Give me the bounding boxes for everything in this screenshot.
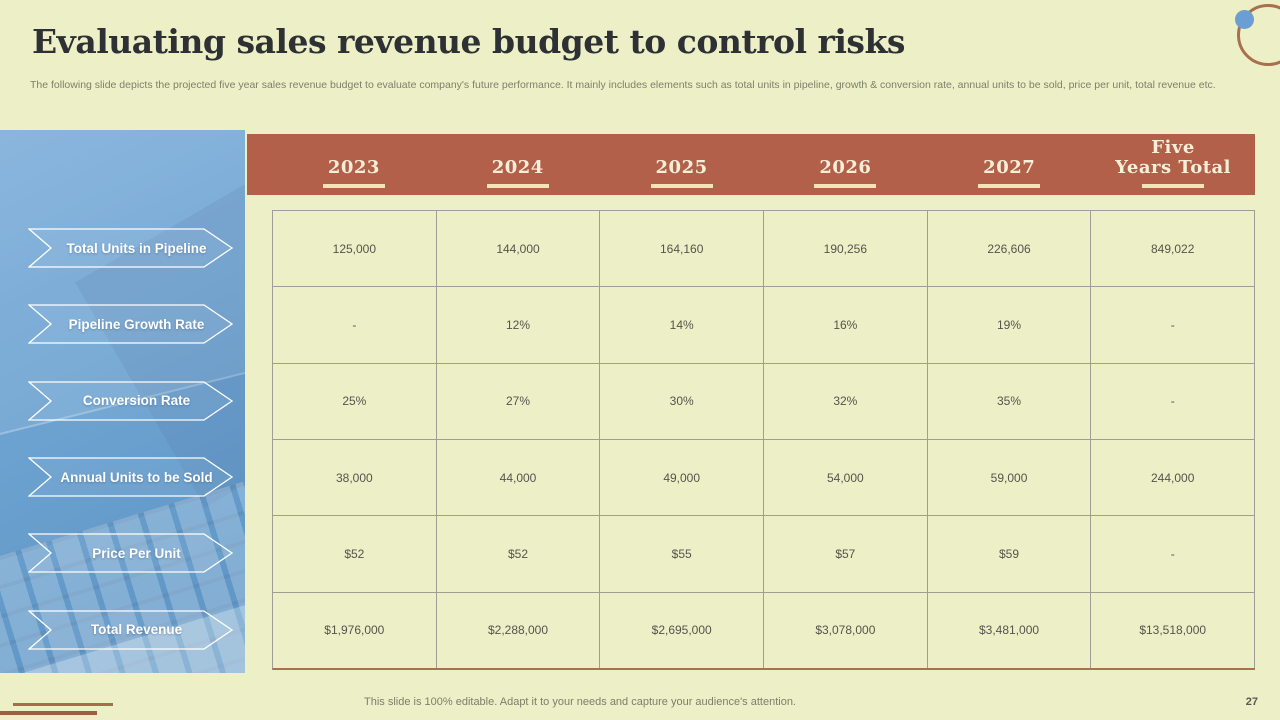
table-cell: 849,022 xyxy=(1091,210,1256,287)
table-cell: 59,000 xyxy=(927,438,1092,516)
dot-decoration xyxy=(1235,10,1254,29)
sidebar-row-label: Conversion Rate xyxy=(28,381,233,421)
table-cell: 164,160 xyxy=(600,210,765,287)
table-cell: 32% xyxy=(764,362,928,439)
budget-table: 125,000 144,000 164,160 190,256 226,606 … xyxy=(272,210,1256,670)
column-header-text: 2023 xyxy=(327,157,380,179)
table-row: - 12% 14% 16% 19% - xyxy=(273,286,1256,363)
chevron-banner-icon xyxy=(28,228,233,268)
chevron-banner-icon xyxy=(28,533,233,574)
table-cell: $59 xyxy=(927,515,1092,592)
table-header-row: 2023 2024 2025 2026 2027 Five Years Total xyxy=(247,134,1255,195)
table-column-header: 2025 xyxy=(600,134,764,195)
sidebar-row-label-text: Total Revenue xyxy=(90,622,183,638)
table-column-header: 2024 xyxy=(436,134,600,195)
sidebar-row-label-text: Annual Units to be Sold xyxy=(60,469,213,485)
sidebar-row-label: Total Revenue xyxy=(28,610,233,650)
table-cell: 12% xyxy=(436,286,601,363)
sidebar-row-label: Pipeline Growth Rate xyxy=(28,304,233,345)
table-cell: - xyxy=(273,286,437,363)
table-column-header: 2023 xyxy=(272,134,436,195)
table-cell: - xyxy=(1091,362,1256,439)
table-cell: $52 xyxy=(436,515,601,592)
page-number: 27 xyxy=(1245,696,1258,708)
table-cell: $3,078,000 xyxy=(764,591,928,668)
sidebar-row-label: Annual Units to be Sold xyxy=(28,457,233,497)
table-cell: $2,695,000 xyxy=(600,591,765,668)
sidebar-row-label-text: Conversion Rate xyxy=(82,393,191,409)
table-cell: - xyxy=(1091,515,1256,592)
table-cell: 54,000 xyxy=(764,438,928,516)
table-column-header: 2026 xyxy=(763,134,927,195)
column-header-text: 2027 xyxy=(983,157,1036,179)
table-cell: $13,518,000 xyxy=(1091,591,1256,668)
sidebar-laptop-image: Total Units in Pipeline Pipeline Growth … xyxy=(0,130,245,673)
table-row: $1,976,000 $2,288,000 $2,695,000 $3,078,… xyxy=(273,591,1256,668)
table-cell: 144,000 xyxy=(436,210,601,287)
chevron-banner-icon xyxy=(28,381,233,421)
column-header-underline xyxy=(814,184,877,188)
slide-subtitle: The following slide depicts the projecte… xyxy=(30,79,1216,91)
chevron-banner-icon xyxy=(28,610,233,650)
table-cell: - xyxy=(1091,286,1256,363)
table-cell: 19% xyxy=(927,286,1092,363)
table-cell: 35% xyxy=(927,362,1092,439)
sidebar-row-label-text: Pipeline Growth Rate xyxy=(68,316,205,332)
table-column-header: Five Years Total xyxy=(1091,134,1255,195)
table-row: 38,000 44,000 49,000 54,000 59,000 244,0… xyxy=(273,438,1256,516)
sidebar-row-label-text: Price Per Unit xyxy=(92,545,181,561)
table-cell: 244,000 xyxy=(1091,438,1256,516)
bottom-accent-line-2 xyxy=(0,711,97,715)
table-cell: $57 xyxy=(764,515,928,592)
column-header-text: 2025 xyxy=(655,157,708,179)
table-cell: $55 xyxy=(600,515,765,592)
column-header-text: 2026 xyxy=(819,157,872,179)
table-cell: $52 xyxy=(273,515,437,592)
column-header-underline xyxy=(978,184,1041,188)
table-cell: 16% xyxy=(764,286,928,363)
table-row: 125,000 144,000 164,160 190,256 226,606 … xyxy=(273,210,1256,287)
table-cell: 49,000 xyxy=(600,438,765,516)
table-row: 25% 27% 30% 32% 35% - xyxy=(273,362,1256,439)
table-cell: 14% xyxy=(600,286,765,363)
table-column-header: 2027 xyxy=(927,134,1091,195)
bottom-accent-line-1 xyxy=(13,703,113,706)
table-cell: 44,000 xyxy=(436,438,601,516)
table-cell: 30% xyxy=(600,362,765,439)
table-cell: 27% xyxy=(436,362,601,439)
column-header-text: 2024 xyxy=(491,157,544,179)
table-cell: 190,256 xyxy=(764,210,928,287)
sidebar-row-label: Price Per Unit xyxy=(28,533,233,574)
circle-decoration xyxy=(1237,4,1280,66)
table-cell: $2,288,000 xyxy=(436,591,601,668)
column-header-underline xyxy=(650,184,713,188)
table-cell: $3,481,000 xyxy=(927,591,1092,668)
table-cell: 226,606 xyxy=(927,210,1092,287)
table-cell: 38,000 xyxy=(273,438,437,516)
table-row: $52 $52 $55 $57 $59 - xyxy=(273,515,1256,592)
column-header-underline xyxy=(486,184,549,188)
column-header-underline xyxy=(1142,184,1205,188)
table-cell: 25% xyxy=(273,362,437,439)
table-cell: 125,000 xyxy=(273,210,437,287)
row-label-list: Total Units in Pipeline Pipeline Growth … xyxy=(0,130,245,673)
chevron-banner-icon xyxy=(28,457,233,497)
column-header-text: Five Years Total xyxy=(1115,136,1232,179)
table-cell: $1,976,000 xyxy=(273,591,437,668)
footer-note: This slide is 100% editable. Adapt it to… xyxy=(364,696,796,708)
sidebar-row-label-text: Total Units in Pipeline xyxy=(66,240,207,256)
page-title: Evaluating sales revenue budget to contr… xyxy=(32,22,905,61)
sidebar-row-label: Total Units in Pipeline xyxy=(28,228,233,268)
column-header-underline xyxy=(322,184,385,188)
chevron-banner-icon xyxy=(28,304,233,345)
